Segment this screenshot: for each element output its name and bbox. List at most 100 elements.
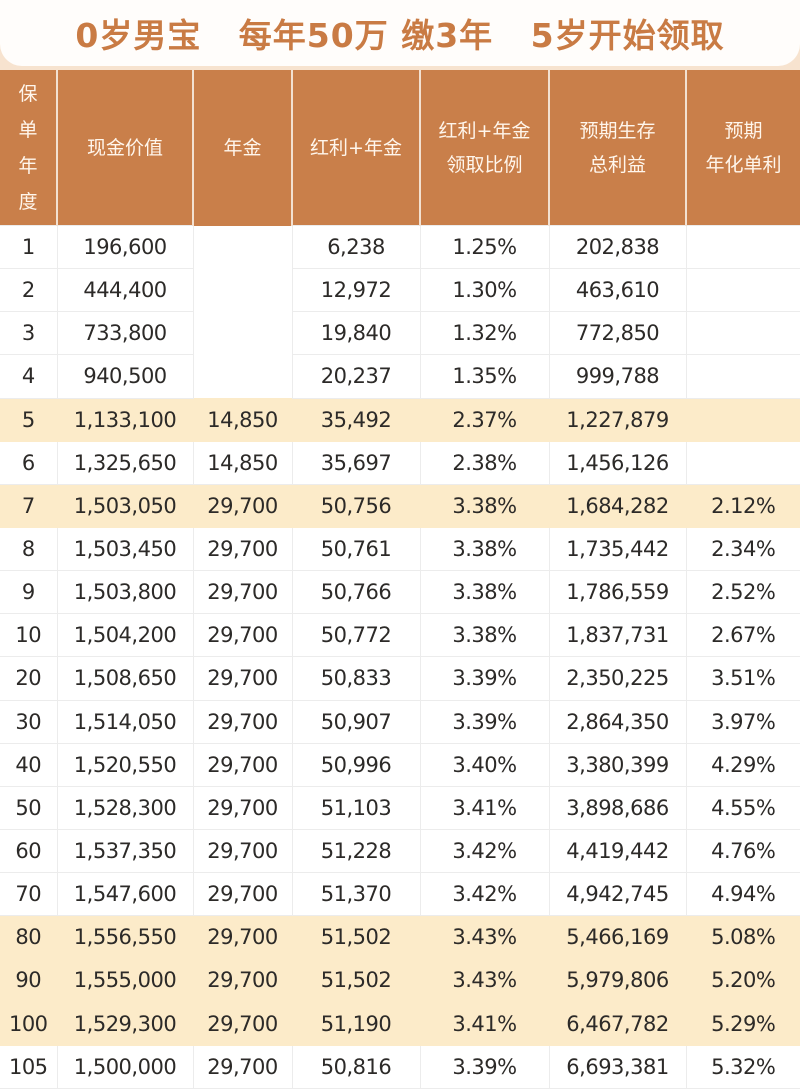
cell-cash-value: 1,547,600 <box>56 872 194 917</box>
cell-total-benefit: 1,456,126 <box>548 440 687 485</box>
cell-annuity: 14,850 <box>192 397 293 442</box>
cell-year: 9 <box>0 570 58 615</box>
table-row: 20 1,508,650 29,700 50,833 3.39% 2,350,225 3.5… <box>0 656 800 701</box>
table-row: 7 1,503,050 29,700 50,756 3.38% 1,684,282 2.12… <box>0 483 800 528</box>
cell-cash-value: 1,529,300 <box>56 1001 194 1046</box>
cell-annual-simple: 4.76% <box>685 828 800 874</box>
cell-ratio: 3.41% <box>419 1001 550 1046</box>
cell-annuity: 14,850 <box>192 440 293 485</box>
header-annuity: 年金 <box>192 70 292 226</box>
cell-cash-value: 1,500,000 <box>56 1044 194 1089</box>
cell-year: 40 <box>0 742 58 787</box>
cell-total-benefit: 4,942,745 <box>548 872 687 917</box>
cell-bonus-annuity: 12,972 <box>291 268 421 313</box>
cell-bonus-annuity: 51,228 <box>291 828 421 874</box>
cell-total-benefit: 3,898,686 <box>548 785 687 830</box>
header-bonus-annuity: 红利+年金 <box>291 70 420 226</box>
header-label: 保单年度 <box>18 82 38 213</box>
cell-cash-value: 1,514,050 <box>56 699 194 744</box>
cell-cash-value: 1,504,200 <box>56 613 194 658</box>
cell-bonus-annuity: 51,370 <box>291 872 421 917</box>
cell-total-benefit: 202,838 <box>548 224 687 270</box>
cell-total-benefit: 3,380,399 <box>548 742 687 787</box>
cell-cash-value: 444,400 <box>56 268 194 313</box>
cell-annual-simple: 4.94% <box>685 872 800 917</box>
table-row: 100 1,529,300 29,700 51,190 3.41% 6,467,782 5.… <box>0 1001 800 1046</box>
cell-total-benefit: 5,979,806 <box>548 958 687 1003</box>
cell-total-benefit: 1,227,879 <box>548 397 687 442</box>
cell-ratio: 3.39% <box>419 1044 550 1089</box>
cell-year: 80 <box>0 915 58 960</box>
cell-cash-value: 1,537,350 <box>56 828 194 874</box>
cell-annuity: 29,700 <box>192 1044 293 1089</box>
cell-annual-simple: 3.97% <box>685 699 800 744</box>
benefit-table: 保单年度 现金价值 年金 红利+年金 红利+年金 领取比例 预期生存 总利益 预… <box>0 70 800 1089</box>
cell-ratio: 1.25% <box>419 224 550 270</box>
table-row: 30 1,514,050 29,700 50,907 3.39% 2,864,350 3.9… <box>0 699 800 744</box>
cell-annual-simple: 5.29% <box>685 1001 800 1046</box>
cell-annual-simple: 4.29% <box>685 742 800 787</box>
cell-annuity: 29,700 <box>192 872 293 917</box>
cell-total-benefit: 4,419,442 <box>548 828 687 874</box>
cell-bonus-annuity: 50,907 <box>291 699 421 744</box>
cell-year: 20 <box>0 656 58 701</box>
cell-ratio: 3.39% <box>419 699 550 744</box>
cell-annuity: 29,700 <box>192 742 293 787</box>
cell-year: 105 <box>0 1044 58 1089</box>
cell-annuity: 29,700 <box>192 656 293 701</box>
cell-annuity: 29,700 <box>192 958 293 1003</box>
cell-year: 1 <box>0 224 58 270</box>
cell-total-benefit: 999,788 <box>548 354 687 399</box>
table-row: 6 1,325,650 14,850 35,697 2.38% 1,456,126 <box>0 440 800 485</box>
cell-total-benefit: 1,837,731 <box>548 613 687 658</box>
cell-annuity: 29,700 <box>192 483 293 528</box>
table-row: 10 1,504,200 29,700 50,772 3.38% 1,837,731 2.6… <box>0 613 800 658</box>
cell-ratio: 3.42% <box>419 828 550 874</box>
table-row: 4 940,500 20,237 1.35% 999,788 <box>0 354 800 399</box>
cell-bonus-annuity: 51,502 <box>291 915 421 960</box>
cell-cash-value: 1,503,800 <box>56 570 194 615</box>
header-total-benefit: 预期生存 总利益 <box>548 70 686 226</box>
cell-year: 3 <box>0 311 58 356</box>
cell-ratio: 3.39% <box>419 656 550 701</box>
cell-annual-simple: 2.67% <box>685 613 800 658</box>
cell-bonus-annuity: 50,766 <box>291 570 421 615</box>
cell-annuity: 29,700 <box>192 570 293 615</box>
cell-ratio: 3.43% <box>419 958 550 1003</box>
cell-bonus-annuity: 19,840 <box>291 311 421 356</box>
cell-annual-simple <box>685 224 800 270</box>
cell-annual-simple: 5.20% <box>685 958 800 1003</box>
cell-cash-value: 1,528,300 <box>56 785 194 830</box>
table-row: 90 1,555,000 29,700 51,502 3.43% 5,979,806 5.2… <box>0 958 800 1003</box>
header-cash-value: 现金价值 <box>56 70 193 226</box>
cell-annuity: 29,700 <box>192 828 293 874</box>
table-row: 60 1,537,350 29,700 51,228 3.42% 4,419,442 4.7… <box>0 828 800 874</box>
cell-bonus-annuity: 51,103 <box>291 785 421 830</box>
cell-ratio: 3.38% <box>419 570 550 615</box>
cell-total-benefit: 6,693,381 <box>548 1044 687 1089</box>
cell-year: 50 <box>0 785 58 830</box>
table-row: 105 1,500,000 29,700 50,816 3.39% 6,693,381 5.… <box>0 1044 800 1089</box>
cell-annuity: 29,700 <box>192 915 293 960</box>
cell-annuity: 29,700 <box>192 613 293 658</box>
cell-total-benefit: 2,864,350 <box>548 699 687 744</box>
cell-total-benefit: 1,786,559 <box>548 570 687 615</box>
cell-year: 100 <box>0 1001 58 1046</box>
cell-total-benefit: 1,684,282 <box>548 483 687 528</box>
cell-annuity <box>192 268 293 312</box>
cell-annual-simple <box>685 311 800 356</box>
cell-ratio: 3.38% <box>419 613 550 658</box>
header-annual-simple: 预期 年化单利 <box>685 70 800 226</box>
cell-annual-simple: 2.34% <box>685 526 800 572</box>
cell-year: 8 <box>0 526 58 572</box>
cell-annuity: 29,700 <box>192 1001 293 1046</box>
cell-annual-simple <box>685 268 800 313</box>
cell-year: 7 <box>0 483 58 528</box>
cell-bonus-annuity: 50,756 <box>291 483 421 528</box>
cell-cash-value: 1,503,450 <box>56 526 194 572</box>
page-title: 0岁男宝 每年50万 缴3年 5岁开始领取 <box>75 16 725 55</box>
cell-ratio: 3.43% <box>419 915 550 960</box>
cell-bonus-annuity: 6,238 <box>291 224 421 270</box>
cell-annuity <box>192 354 293 399</box>
cell-year: 70 <box>0 872 58 917</box>
